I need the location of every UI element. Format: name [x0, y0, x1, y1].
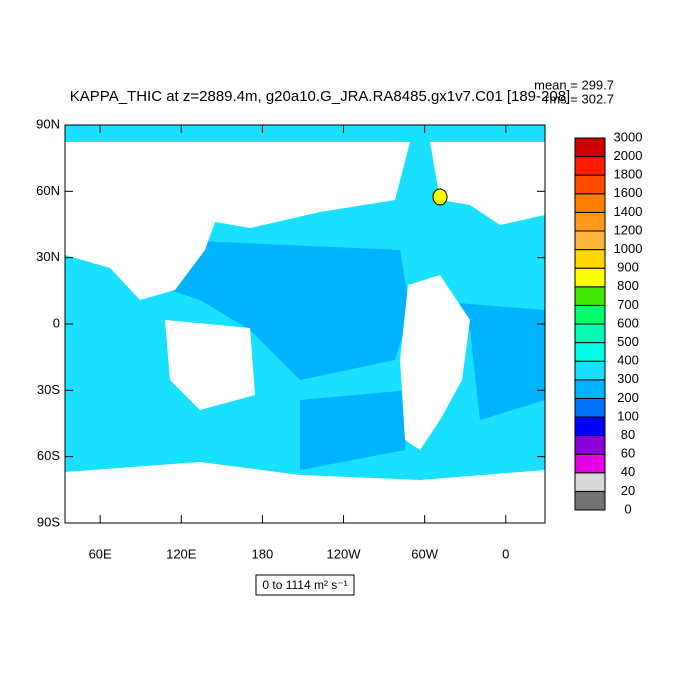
- land: [400, 275, 470, 450]
- colorbar-label: 400: [617, 353, 639, 368]
- colorbar-label: 1400: [614, 204, 643, 219]
- land: [65, 462, 545, 523]
- x-tick-label: 60W: [411, 546, 438, 561]
- colorbar-label: 60: [621, 446, 635, 461]
- colorbar-box: [574, 453, 606, 474]
- colorbar-box: [574, 137, 606, 158]
- colorbar-box: [574, 249, 606, 269]
- colorbar-label: 0: [624, 501, 631, 516]
- colorbar-label: 2000: [614, 148, 643, 163]
- y-tick-label: 0: [53, 315, 60, 330]
- y-tick-label: 30S: [37, 382, 60, 397]
- colorbar-label: 500: [617, 334, 639, 349]
- map: [64, 124, 546, 524]
- x-tick-label: 0: [502, 546, 509, 561]
- colorbar-label: 3000: [614, 129, 643, 144]
- colorbar-box: [574, 174, 606, 195]
- colorbar-label: 600: [617, 315, 639, 330]
- y-tick-label: 60S: [37, 448, 60, 463]
- colorbar-label: 800: [617, 278, 639, 293]
- hotspot: [432, 188, 448, 206]
- land: [430, 142, 545, 225]
- x-tick-label: 60E: [89, 546, 112, 561]
- y-tick-label: 90N: [36, 116, 60, 131]
- colorbar-label: 100: [617, 408, 639, 423]
- colorbar-label: 1800: [614, 167, 643, 182]
- colorbar-label: 1600: [614, 185, 643, 200]
- colorbar-box: [574, 435, 606, 455]
- x-tick-label: 120E: [166, 546, 197, 561]
- colorbar-label: 1000: [614, 241, 643, 256]
- y-tick-label: 90S: [37, 514, 60, 529]
- colorbar-box: [574, 472, 606, 492]
- land: [65, 142, 410, 300]
- colorbar-box: [574, 286, 606, 306]
- colorbar-label: 900: [617, 260, 639, 275]
- colorbar-label: 1200: [614, 222, 643, 237]
- colorbar-box: [574, 490, 606, 511]
- y-tick-label: 60N: [36, 183, 60, 198]
- colorbar-label: 700: [617, 297, 639, 312]
- colorbar-box: [574, 342, 606, 362]
- ocean-deep: [300, 390, 410, 470]
- colorbar-box: [574, 360, 606, 381]
- colorbar-box: [574, 416, 606, 437]
- colorbar-box: [574, 304, 606, 325]
- colorbar-label: 40: [621, 464, 635, 479]
- x-tick-label: 180: [252, 546, 274, 561]
- colorbar-box: [574, 211, 606, 232]
- colorbar-box: [574, 193, 606, 213]
- x-tick-label: 120W: [327, 546, 362, 561]
- colorbar-box: [574, 379, 606, 399]
- colorbar-label: 300: [617, 371, 639, 386]
- colorbar-box: [574, 267, 606, 288]
- y-tick-label: 30N: [36, 249, 60, 264]
- range-box: [255, 574, 355, 596]
- chart-title: KAPPA_THIC at z=2889.4m, g20a10.G_JRA.RA…: [70, 88, 570, 105]
- colorbar-box: [574, 156, 606, 176]
- colorbar-box: [574, 397, 606, 418]
- rms-label: rms = 302.7: [545, 91, 614, 106]
- ocean: [65, 128, 545, 140]
- mean-label: mean = 299.7: [534, 77, 614, 92]
- colorbar-box: [574, 323, 606, 344]
- ocean-deep: [170, 240, 410, 380]
- colorbar-label: 20: [621, 483, 635, 498]
- range-label: 0 to 1114 m² s⁻¹: [262, 578, 347, 592]
- colorbar-label: 80: [621, 427, 635, 442]
- colorbar-label: 200: [617, 390, 639, 405]
- land: [165, 320, 255, 410]
- colorbar-box: [574, 230, 606, 251]
- ocean-deep: [420, 300, 545, 420]
